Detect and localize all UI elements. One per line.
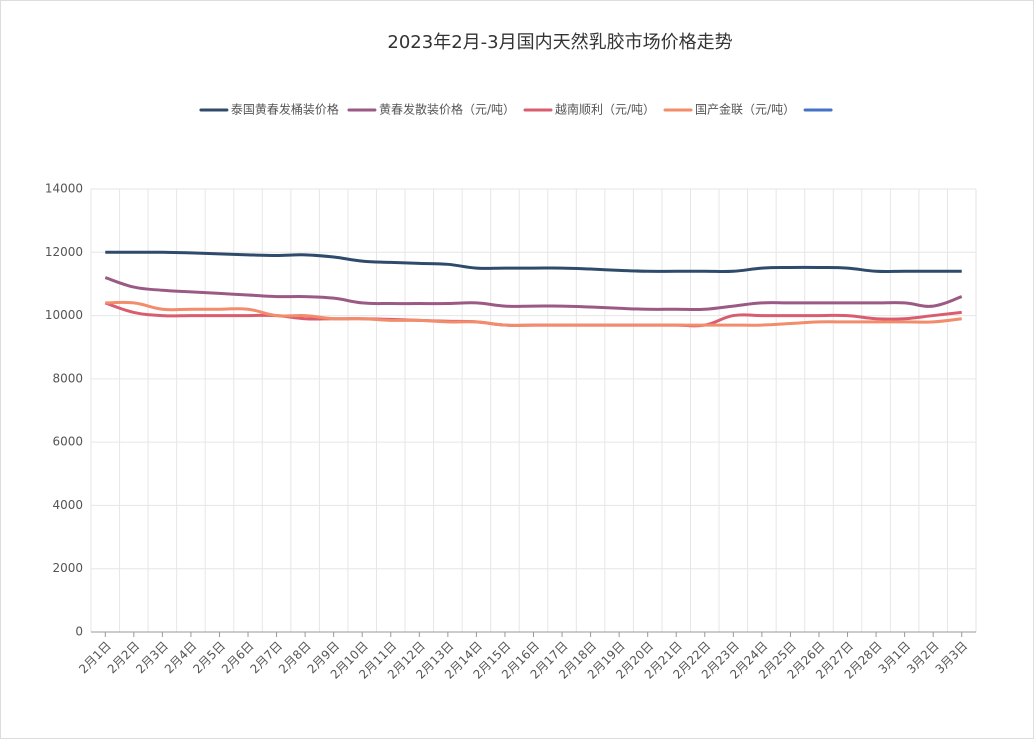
legend-label: 国产金联（元/吨） — [695, 102, 795, 117]
y-tick-label: 8000 — [52, 371, 83, 385]
y-tick-label: 2000 — [52, 561, 83, 575]
series-line — [105, 250, 962, 274]
legend-label: 泰国黄春发桶装价格 — [231, 102, 339, 117]
y-tick-label: 10000 — [45, 308, 83, 322]
legend-label: 黄春发散装价格（元/吨） — [379, 102, 515, 117]
series-line — [104, 276, 963, 312]
series-line — [105, 300, 962, 327]
y-tick-label: 6000 — [52, 435, 83, 449]
chart-title: 2023年2月-3月国内天然乳胶市场价格走势 — [387, 32, 732, 53]
y-tick-label: 0 — [75, 625, 83, 639]
y-tick-label: 4000 — [52, 498, 83, 512]
y-tick-label: 14000 — [45, 182, 83, 196]
legend-label: 越南顺利（元/吨） — [555, 102, 655, 117]
y-tick-label: 12000 — [45, 245, 83, 259]
